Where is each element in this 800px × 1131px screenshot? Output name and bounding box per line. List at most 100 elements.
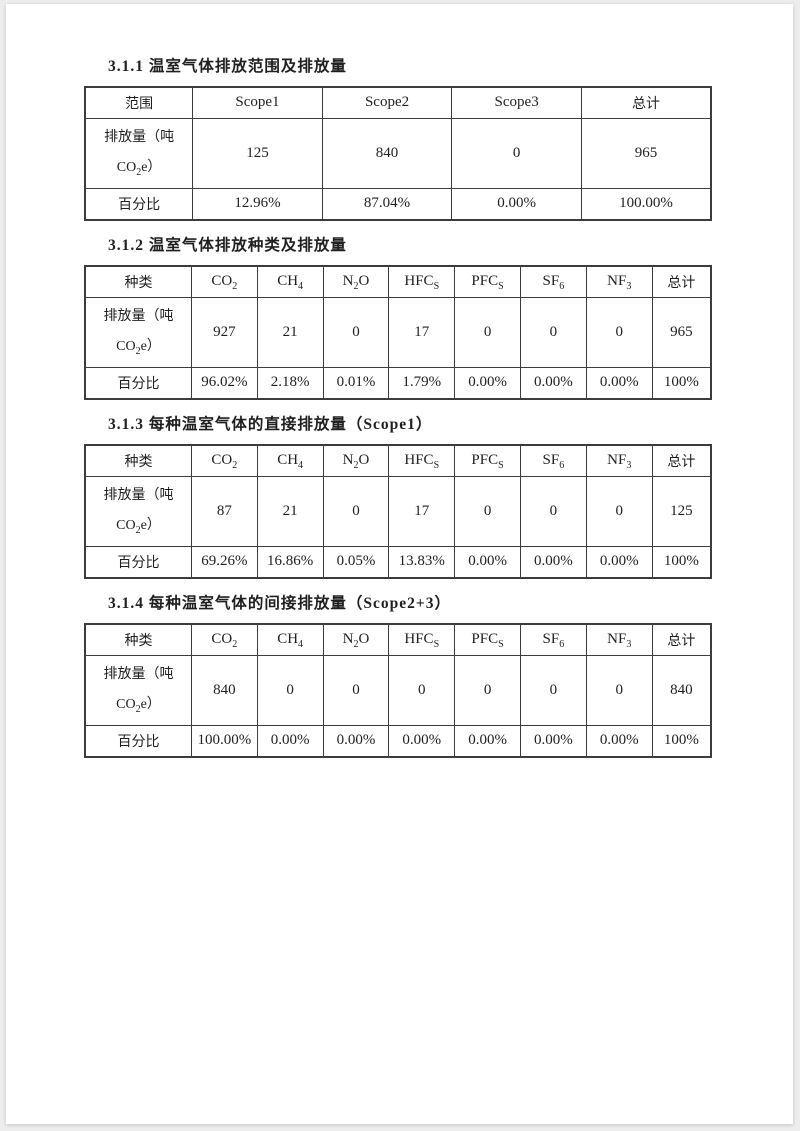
column-header-cell: NF3 bbox=[585, 265, 653, 298]
column-header-cell: SF6 bbox=[519, 623, 587, 656]
table-header-row: 种类 CO2 CH4 N2O HFCS PFCS SF6 NF3 总计 bbox=[84, 623, 712, 656]
emission-value-cell: 0 bbox=[322, 654, 390, 726]
percentage-value-cell: 0.00% bbox=[322, 724, 390, 758]
percentage-row: 百分比 96.02% 2.18% 0.01% 1.79% 0.00% 0.00%… bbox=[84, 366, 712, 400]
emission-row: 排放量（吨 CO2e） 840 0 0 0 0 0 0 840 bbox=[84, 654, 712, 726]
column-header-cell: 总计 bbox=[651, 623, 712, 656]
emission-value-cell: 125 bbox=[651, 475, 712, 547]
column-header-cell: SF6 bbox=[519, 265, 587, 298]
emission-label-line1: 排放量（吨 bbox=[104, 130, 175, 145]
column-header-cell: CH4 bbox=[256, 265, 324, 298]
percentage-value-cell: 87.04% bbox=[321, 187, 453, 221]
percentage-value-cell: 0.00% bbox=[519, 366, 587, 400]
percentage-row: 百分比 12.96% 87.04% 0.00% 100.00% bbox=[84, 187, 712, 221]
column-header-cell: CO2 bbox=[190, 265, 258, 298]
emission-value-cell: 0 bbox=[454, 475, 521, 547]
percentage-value-cell: 0.00% bbox=[256, 724, 324, 758]
column-header-cell: HFCS bbox=[388, 265, 456, 298]
emission-value-cell: 0 bbox=[322, 475, 390, 547]
emission-label-line2: CO2e） bbox=[116, 518, 161, 536]
column-header-cell: CH4 bbox=[256, 444, 324, 477]
percentage-value-cell: 0.00% bbox=[519, 724, 587, 758]
percentage-value-cell: 0.05% bbox=[322, 545, 390, 579]
column-header-cell: N2O bbox=[322, 444, 390, 477]
percentage-value-cell: 0.00% bbox=[519, 545, 587, 579]
column-header-cell: CO2 bbox=[190, 444, 258, 477]
table-scope-emissions: 范围 Scope1 Scope2 Scope3 总计 排放量（吨 CO2e） 1… bbox=[84, 86, 712, 221]
percentage-value-cell: 0.00% bbox=[585, 724, 653, 758]
percentage-value-cell: 100.00% bbox=[580, 187, 712, 221]
percentage-value-cell: 2.18% bbox=[256, 366, 324, 400]
column-header-cell: CO2 bbox=[190, 623, 258, 656]
column-header-cell: Scope1 bbox=[192, 86, 323, 119]
percentage-value-cell: 96.02% bbox=[190, 366, 258, 400]
emission-row: 排放量（吨 CO2e） 87 21 0 17 0 0 0 125 bbox=[84, 475, 712, 547]
emission-row-label: 排放量（吨 CO2e） bbox=[84, 296, 192, 368]
section-title-3-1-3: 3.1.3 每种温室气体的直接排放量（Scope1） bbox=[108, 416, 433, 433]
corner-header-cell: 种类 bbox=[84, 265, 192, 298]
emission-row-label: 排放量（吨 CO2e） bbox=[84, 117, 194, 189]
percentage-row: 百分比 69.26% 16.86% 0.05% 13.83% 0.00% 0.0… bbox=[84, 545, 712, 579]
column-header-cell: PFCS bbox=[454, 623, 521, 656]
percentage-row-label: 百分比 bbox=[84, 545, 192, 579]
column-header-cell: NF3 bbox=[585, 623, 653, 656]
percentage-value-cell: 0.00% bbox=[454, 366, 521, 400]
emission-value-cell: 87 bbox=[190, 475, 258, 547]
column-header-cell: 总计 bbox=[580, 86, 712, 119]
percentage-row-label: 百分比 bbox=[84, 187, 194, 221]
emission-value-cell: 17 bbox=[388, 296, 456, 368]
percentage-value-cell: 100% bbox=[651, 545, 712, 579]
column-header-cell: CH4 bbox=[256, 623, 324, 656]
percentage-value-cell: 0.00% bbox=[388, 724, 456, 758]
document-page: 3.1.1 温室气体排放范围及排放量 范围 Scope1 Scope2 Scop… bbox=[6, 4, 793, 1124]
corner-header-cell: 范围 bbox=[84, 86, 194, 119]
emission-label-line1: 排放量（吨 bbox=[103, 667, 174, 682]
emission-value-cell: 0 bbox=[585, 296, 653, 368]
percentage-value-cell: 1.79% bbox=[388, 366, 456, 400]
emission-value-cell: 840 bbox=[321, 117, 453, 189]
percentage-value-cell: 0.00% bbox=[454, 724, 521, 758]
corner-header-cell: 种类 bbox=[84, 444, 192, 477]
percentage-value-cell: 0.00% bbox=[585, 545, 653, 579]
emission-row-label: 排放量（吨 CO2e） bbox=[84, 475, 192, 547]
column-header-cell: PFCS bbox=[454, 265, 521, 298]
percentage-value-cell: 100% bbox=[651, 366, 712, 400]
emission-value-cell: 927 bbox=[190, 296, 258, 368]
percentage-value-cell: 100% bbox=[651, 724, 712, 758]
table-gas-type-emissions: 种类 CO2 CH4 N2O HFCS PFCS SF6 NF3 总计 排放量（… bbox=[84, 265, 712, 400]
percentage-value-cell: 12.96% bbox=[192, 187, 323, 221]
emission-value-cell: 0 bbox=[585, 475, 653, 547]
emission-label-line1: 排放量（吨 bbox=[103, 309, 174, 324]
emission-value-cell: 965 bbox=[651, 296, 712, 368]
percentage-value-cell: 0.00% bbox=[585, 366, 653, 400]
column-header-cell: PFCS bbox=[454, 444, 521, 477]
emission-value-cell: 0 bbox=[585, 654, 653, 726]
percentage-row-label: 百分比 bbox=[84, 724, 192, 758]
emission-row: 排放量（吨 CO2e） 125 840 0 965 bbox=[84, 117, 712, 189]
percentage-row: 百分比 100.00% 0.00% 0.00% 0.00% 0.00% 0.00… bbox=[84, 724, 712, 758]
page-content: 3.1.1 温室气体排放范围及排放量 范围 Scope1 Scope2 Scop… bbox=[6, 4, 712, 758]
table-indirect-emissions-scope2-3: 种类 CO2 CH4 N2O HFCS PFCS SF6 NF3 总计 排放量（… bbox=[84, 623, 712, 758]
emission-value-cell: 0 bbox=[388, 654, 456, 726]
column-header-cell: NF3 bbox=[585, 444, 653, 477]
emission-value-cell: 0 bbox=[519, 296, 587, 368]
emission-value-cell: 0 bbox=[322, 296, 390, 368]
column-header-cell: HFCS bbox=[388, 444, 456, 477]
emission-value-cell: 21 bbox=[256, 296, 324, 368]
column-header-cell: 总计 bbox=[651, 444, 712, 477]
percentage-row-label: 百分比 bbox=[84, 366, 192, 400]
column-header-cell: 总计 bbox=[651, 265, 712, 298]
column-header-cell: N2O bbox=[322, 265, 390, 298]
emission-value-cell: 125 bbox=[192, 117, 323, 189]
emission-value-cell: 17 bbox=[388, 475, 456, 547]
corner-header-cell: 种类 bbox=[84, 623, 192, 656]
column-header-cell: HFCS bbox=[388, 623, 456, 656]
percentage-value-cell: 69.26% bbox=[190, 545, 258, 579]
emission-row: 排放量（吨 CO2e） 927 21 0 17 0 0 0 965 bbox=[84, 296, 712, 368]
percentage-value-cell: 0.00% bbox=[451, 187, 582, 221]
section-title-3-1-1: 3.1.1 温室气体排放范围及排放量 bbox=[108, 58, 347, 75]
emission-value-cell: 840 bbox=[190, 654, 258, 726]
percentage-value-cell: 13.83% bbox=[388, 545, 456, 579]
column-header-cell: SF6 bbox=[519, 444, 587, 477]
